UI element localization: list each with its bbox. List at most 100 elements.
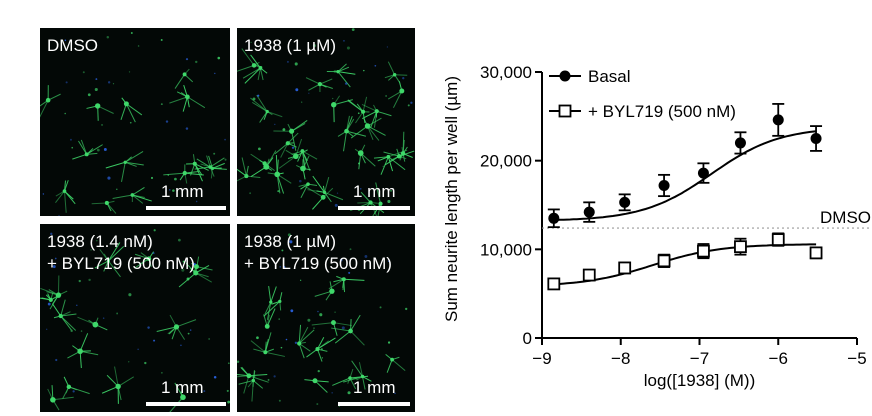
panel-label: 1938 (1 µM) + BYL719 (500 nM) bbox=[244, 231, 392, 275]
nucleus-dot bbox=[137, 45, 140, 47]
neurite bbox=[210, 168, 213, 179]
neuron-cell bbox=[273, 120, 308, 151]
neuron-cell bbox=[264, 286, 277, 320]
neurite bbox=[362, 96, 368, 112]
nucleus-dot bbox=[286, 60, 289, 63]
neurite bbox=[362, 376, 366, 390]
neurite bbox=[72, 153, 87, 160]
nucleus-dot bbox=[116, 312, 119, 315]
nucleus-dot bbox=[346, 46, 350, 50]
nucleus-dot bbox=[152, 252, 155, 255]
nucleus-dot bbox=[116, 188, 118, 191]
neurite bbox=[101, 385, 119, 394]
nucleus-dot bbox=[147, 326, 150, 329]
nucleus-dot bbox=[387, 341, 391, 344]
neuron-cell bbox=[361, 103, 392, 128]
neuron-cell bbox=[250, 153, 275, 172]
neurite bbox=[308, 83, 321, 91]
neurite bbox=[298, 329, 315, 344]
micrograph-1938-1um: 1938 (1 µM) 1 mm bbox=[237, 28, 415, 216]
data-point-basal bbox=[583, 206, 595, 218]
cell-body bbox=[348, 376, 352, 380]
neurite bbox=[195, 256, 200, 274]
nucleus-dot bbox=[294, 341, 298, 344]
cell-body bbox=[115, 383, 121, 390]
neurite bbox=[373, 111, 378, 128]
nucleus-dot bbox=[153, 229, 156, 232]
nucleus-dot bbox=[103, 148, 107, 151]
neuron-cell bbox=[250, 332, 285, 357]
nucleus-dot bbox=[128, 361, 130, 363]
nucleus-dot bbox=[47, 302, 51, 306]
data-point-basal bbox=[810, 133, 822, 144]
data-point-byl719 bbox=[582, 268, 596, 282]
data-point-byl719 bbox=[734, 240, 747, 254]
x-tick-label: −5 bbox=[847, 349, 866, 368]
nucleus-dot bbox=[129, 121, 132, 124]
neuron-cell bbox=[186, 154, 209, 182]
cell-body bbox=[329, 288, 335, 294]
y-tick-label: 20,000 bbox=[480, 152, 532, 171]
neurite bbox=[361, 110, 377, 119]
neurite bbox=[156, 326, 177, 332]
neuron-cell bbox=[274, 132, 299, 158]
neuron-cell bbox=[387, 81, 405, 108]
nucleus-dot bbox=[374, 64, 377, 67]
neurite bbox=[169, 96, 188, 104]
nucleus-dot bbox=[237, 360, 240, 363]
neurite bbox=[361, 103, 377, 112]
panel-label-line: 1938 (1 µM) bbox=[244, 232, 336, 251]
neurite bbox=[250, 166, 267, 177]
neuron-cell bbox=[194, 155, 225, 177]
nucleus-dot bbox=[252, 374, 256, 378]
neurite bbox=[248, 373, 268, 377]
neurite bbox=[360, 191, 371, 203]
neurite bbox=[375, 182, 381, 204]
panel-label-line: + BYL719 (500 nM) bbox=[244, 254, 392, 273]
neurite bbox=[125, 103, 136, 123]
micrograph-1938-1.4nm-byl719: 1938 (1.4 nM) + BYL719 (500 nM) 1 mm bbox=[40, 224, 230, 412]
nucleus-dot bbox=[50, 232, 53, 235]
x-tick-label: −6 bbox=[769, 349, 788, 368]
neurite bbox=[302, 150, 318, 160]
nucleus-dot bbox=[213, 375, 217, 379]
cell-body bbox=[357, 150, 364, 156]
scale-bar-label: 1 mm bbox=[353, 182, 396, 201]
nucleus-dot bbox=[69, 138, 72, 141]
cell-body bbox=[348, 328, 353, 334]
neurite bbox=[287, 132, 299, 144]
neurite bbox=[121, 162, 126, 182]
nucleus-dot bbox=[182, 260, 185, 263]
neurite bbox=[77, 316, 96, 326]
y-tick-label: 10,000 bbox=[480, 240, 532, 259]
cell-body bbox=[123, 101, 129, 107]
nucleus-dot bbox=[72, 390, 75, 393]
neurite bbox=[64, 190, 74, 200]
neuron-cell bbox=[120, 97, 143, 123]
nucleus-dot bbox=[88, 278, 91, 282]
nucleus-dot bbox=[94, 87, 98, 92]
scale-bar-label: 1 mm bbox=[353, 378, 396, 397]
neurite bbox=[106, 202, 117, 214]
y-axis-title: Sum neurite length per well (µm) bbox=[442, 76, 461, 322]
cell-body bbox=[274, 171, 281, 178]
nucleus-dot bbox=[407, 104, 410, 107]
neurite bbox=[47, 93, 61, 101]
neuron-cell bbox=[169, 84, 206, 112]
cell-body bbox=[368, 200, 373, 205]
neurite bbox=[373, 156, 389, 159]
cell-texture bbox=[40, 229, 230, 412]
neurite bbox=[350, 125, 368, 139]
neuron-cell bbox=[40, 85, 61, 118]
nucleus-dot bbox=[226, 389, 229, 392]
neurite bbox=[388, 149, 408, 158]
nucleus-dot bbox=[128, 71, 131, 73]
nucleus-dot bbox=[70, 329, 73, 333]
nucleus-dot bbox=[364, 255, 368, 258]
neurite bbox=[350, 330, 365, 346]
nucleus-dot bbox=[217, 56, 221, 60]
nucleus-dot bbox=[307, 318, 311, 322]
cell-body bbox=[84, 152, 89, 157]
nucleus-dot bbox=[348, 271, 351, 274]
nucleus-dot bbox=[52, 265, 56, 269]
